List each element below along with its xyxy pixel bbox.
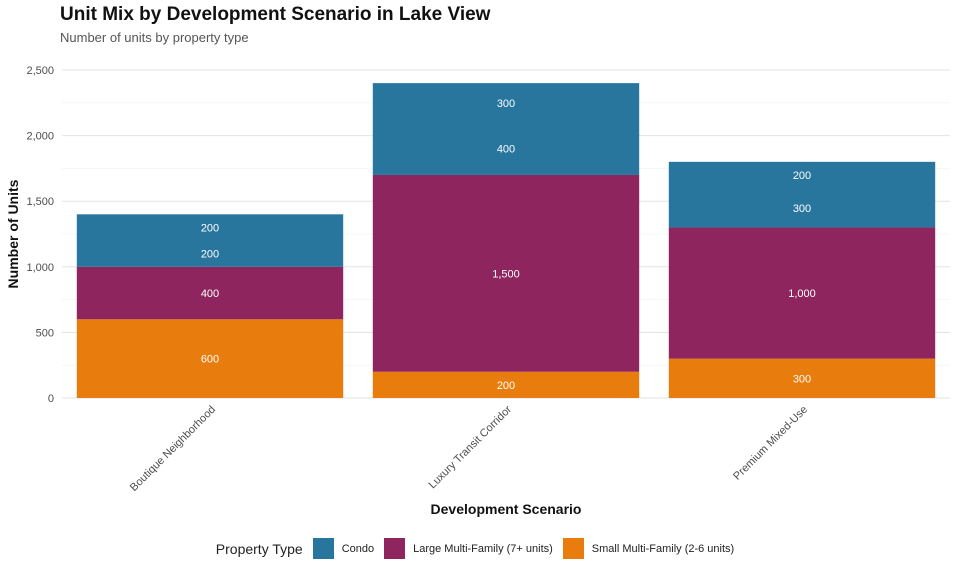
legend-swatch-small-multi-family	[562, 538, 584, 559]
y-tick-label: 0	[48, 393, 54, 405]
legend-item-large-multi-family: Large Multi-Family (7+ units)	[384, 538, 553, 559]
bar-segment	[372, 174, 640, 372]
data-label: 1,500	[492, 268, 520, 280]
data-label: 200	[201, 222, 219, 234]
bar-segment	[668, 161, 936, 228]
chart-subtitle: Number of units by property type	[60, 30, 249, 45]
chart-title: Unit Mix by Development Scenario in Lake…	[60, 4, 491, 25]
bar-segment	[76, 266, 344, 320]
legend-swatch-large-multi-family	[384, 538, 406, 559]
legend-title: Property Type	[215, 540, 303, 557]
y-tick-label: 1,500	[26, 196, 54, 208]
bar-segment	[668, 358, 936, 398]
legend-label-small-multi-family: Small Multi-Family (2-6 units)	[591, 542, 735, 555]
bar-segment	[76, 319, 344, 398]
data-label: 300	[793, 373, 811, 385]
bar-segment	[668, 227, 936, 359]
y-axis-title: Number of Units	[5, 179, 21, 288]
y-tick-label: 2,500	[26, 65, 54, 77]
x-tick-label: Premium Mixed-Use	[731, 404, 810, 483]
data-label: 400	[497, 144, 515, 156]
data-label: 300	[793, 203, 811, 215]
data-label: 300	[497, 98, 515, 110]
bar-segment	[372, 371, 640, 398]
data-label: 200	[793, 170, 811, 182]
x-axis-title: Development Scenario	[431, 501, 582, 517]
data-label: 400	[201, 288, 219, 300]
legend-item-condo: Condo	[312, 538, 375, 559]
y-tick-label: 2,000	[26, 131, 54, 143]
legend-label-condo: Condo	[341, 542, 375, 555]
data-label: 600	[201, 354, 219, 366]
bar-segment	[76, 214, 344, 267]
legend-swatch-condo	[312, 538, 334, 559]
data-label: 200	[497, 380, 515, 392]
legend-item-small-multi-family: Small Multi-Family (2-6 units)	[562, 538, 735, 559]
x-tick-label: Luxury Transit Corridor	[427, 403, 515, 491]
data-label: 1,000	[788, 288, 816, 300]
legend: Property Type Condo Large Multi-Family (…	[0, 538, 960, 559]
data-label: 200	[201, 249, 219, 261]
x-tick-label: Boutique Neighborhood	[128, 404, 218, 494]
y-tick-label: 1,000	[26, 262, 54, 274]
bar-segment	[372, 83, 640, 175]
legend-label-large-multi-family: Large Multi-Family (7+ units)	[413, 542, 553, 555]
y-tick-label: 500	[36, 327, 54, 339]
